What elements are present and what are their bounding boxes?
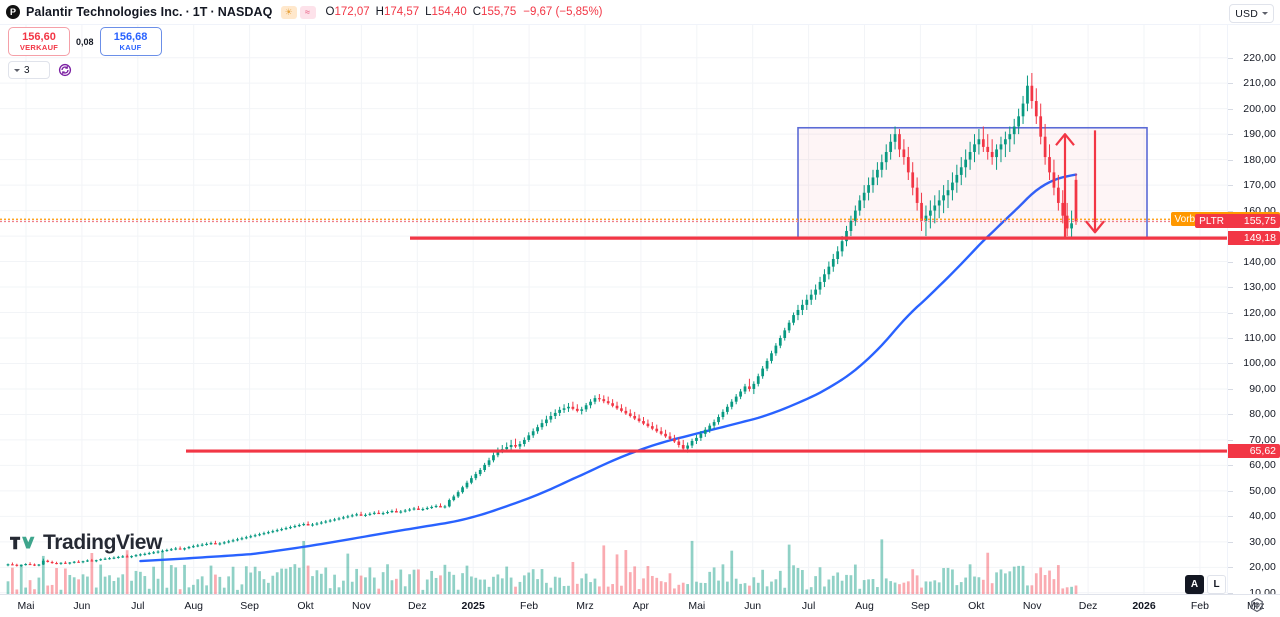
quantity-value: 3 (24, 64, 30, 76)
price-plot-area[interactable]: TradingView EEEEEE⚡E (0, 25, 1228, 595)
time-tick-label: Mai (688, 600, 706, 612)
price-tick-label: 40,00 (1249, 510, 1276, 523)
price-tick-label: 180,00 (1243, 153, 1276, 166)
buy-price: 156,68 (113, 30, 148, 43)
price-tick-label: 200,00 (1243, 102, 1276, 115)
buy-button[interactable]: 156,68 KAUF (99, 27, 162, 56)
scale-controls: A L (1185, 575, 1226, 594)
header-separator-1: · (185, 5, 190, 19)
trade-buttons-row: 156,60 VERKAUF 0,08 156,68 KAUF (8, 27, 162, 56)
ohlc-open-label: O (325, 6, 335, 18)
trade-options-row: 3 (8, 61, 162, 79)
ohlc-values: O 172,07 H 174,57 L 154,40 C 155,75 −9,67 (−… (326, 6, 603, 18)
time-tick-label: 2026 (1132, 600, 1156, 612)
price-tick-label: 20,00 (1249, 561, 1276, 574)
time-tick-label: Feb (1190, 600, 1209, 612)
price-tag-label-last-price: PLTR (1195, 214, 1228, 229)
time-tick-label: Sep (240, 600, 259, 612)
chart-container[interactable]: TradingView EEEEEE⚡E 220,00 210,00 200,00 1… (0, 25, 1280, 617)
exchange-label[interactable]: NASDAQ (217, 5, 273, 19)
time-tick-label: Dez (1078, 600, 1098, 612)
chevron-down-icon (14, 68, 20, 72)
ohlc-change: −9,67 (−5,85%) (523, 6, 603, 18)
chevron-down-icon (1262, 12, 1268, 15)
price-tick-label: 120,00 (1243, 306, 1276, 319)
time-tick-label: Mai (17, 600, 35, 612)
time-tick-label: Nov (1022, 600, 1042, 612)
time-tick-label: Jul (131, 600, 145, 612)
time-tick-label: Jun (73, 600, 91, 612)
sell-label: VERKAUF (19, 42, 59, 52)
time-tick-label: Aug (855, 600, 874, 612)
currency-label: USD (1235, 7, 1258, 20)
price-tag-resistance[interactable]: 149,18 (1228, 231, 1280, 246)
price-tick-label: 210,00 (1243, 77, 1276, 90)
currency-selector[interactable]: USD (1229, 4, 1274, 23)
header-separator-2: · (210, 5, 215, 19)
sell-button[interactable]: 156,60 VERKAUF (8, 27, 70, 56)
symbol-logo-letter: P (9, 6, 16, 17)
price-tick-label: 220,00 (1243, 51, 1276, 64)
price-tick-label: 10,00 (1249, 586, 1276, 595)
interval-label[interactable]: 1T (192, 5, 208, 19)
price-tick-label: 60,00 (1249, 459, 1276, 472)
price-tick-label: 190,00 (1243, 128, 1276, 141)
price-tick-label: 50,00 (1249, 484, 1276, 497)
price-axis[interactable]: 220,00 210,00 200,00 190,00 180,00 170,00 160,… (1227, 25, 1280, 595)
price-tick-label: 30,00 (1249, 535, 1276, 548)
price-tick-label: 90,00 (1249, 382, 1276, 395)
time-tick-label: Okt (968, 600, 985, 612)
ohlc-high-label: H (375, 6, 384, 18)
chart-header-toolbar: P Palantir Technologies Inc. · 1T · NASD… (0, 0, 1280, 25)
log-scale-button[interactable]: L (1207, 575, 1226, 594)
buy-label: KAUF (119, 42, 142, 52)
ohlc-high-value: 174,57 (383, 6, 420, 18)
price-tick-label: 110,00 (1244, 331, 1276, 344)
trade-panel: 156,60 VERKAUF 0,08 156,68 KAUF 3 (8, 27, 162, 79)
session-badges: ☀ ≈ (280, 5, 316, 19)
quantity-stepper[interactable]: 3 (8, 61, 50, 79)
ohlc-low-value: 154,40 (431, 6, 467, 18)
price-tag-last-price[interactable]: 155,75 (1228, 214, 1280, 229)
spread-value: 0,08 (76, 36, 94, 47)
symbol-name[interactable]: Palantir Technologies Inc. (26, 5, 183, 19)
price-tick-label: 70,00 (1249, 433, 1276, 446)
time-tick-label: Jul (801, 600, 816, 612)
chart-canvas (0, 25, 1228, 595)
gear-icon[interactable] (1248, 597, 1266, 615)
price-tick-label: 130,00 (1243, 281, 1276, 294)
auto-scale-button[interactable]: A (1185, 575, 1204, 594)
price-tick-label: 140,00 (1243, 255, 1276, 268)
refresh-icon[interactable] (58, 63, 72, 77)
price-tick-label: 100,00 (1243, 357, 1276, 370)
time-tick-label: Aug (184, 600, 204, 612)
time-tick-label: Feb (520, 600, 539, 612)
time-tick-label: Okt (297, 600, 314, 612)
time-tick-label: Mrz (576, 600, 594, 612)
price-tick-label: 170,00 (1243, 179, 1276, 192)
price-tick-label: 80,00 (1249, 408, 1276, 421)
premarket-sun-icon[interactable]: ☀ (280, 5, 297, 19)
time-tick-label: Jun (744, 600, 762, 612)
ohlc-open-value: 172,07 (334, 6, 370, 18)
sell-price: 156,60 (22, 30, 56, 43)
time-tick-label: Nov (352, 600, 371, 612)
extended-hours-icon[interactable]: ≈ (299, 5, 316, 19)
time-tick-label: Dez (407, 600, 427, 612)
ohlc-close-label: C (472, 6, 482, 18)
time-tick-label: Apr (632, 600, 650, 612)
symbol-logo-icon: P (6, 5, 20, 19)
ohlc-low-label: L (425, 6, 432, 18)
price-tag-support[interactable]: 65,62 (1228, 444, 1280, 459)
ohlc-close-value: 155,75 (481, 6, 517, 18)
time-axis[interactable]: Mai Jun Jul Aug Sep Okt Nov Dez 2025 Feb Mrz Apr Mai… (0, 594, 1280, 617)
time-tick-label: Sep (911, 600, 930, 612)
time-tick-label: 2025 (461, 600, 485, 612)
